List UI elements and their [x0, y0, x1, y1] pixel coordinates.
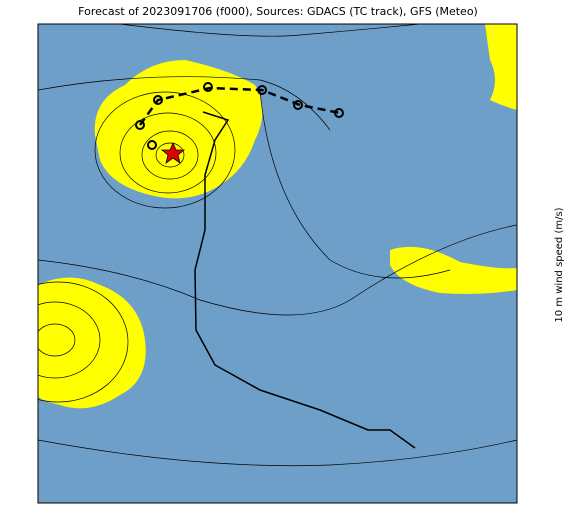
- map-frame: [37, 23, 518, 504]
- colorbar-label: 10 m wind speed (m/s): [554, 207, 565, 322]
- wind-area: [38, 277, 146, 409]
- isobars: [38, 24, 517, 467]
- wind-area: [94, 60, 263, 199]
- forecast-track: [138, 86, 341, 126]
- map-area: [38, 24, 517, 503]
- title: Forecast of 2023091706 (f000), Sources: …: [78, 5, 478, 18]
- past-track: [194, 111, 416, 449]
- wind-area: [485, 24, 517, 110]
- storm-center: [160, 141, 186, 164]
- track-points: [135, 82, 344, 150]
